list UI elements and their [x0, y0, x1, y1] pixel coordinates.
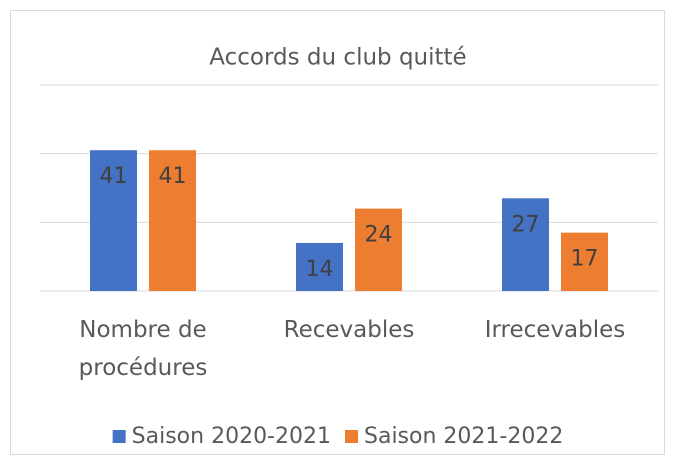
data-label: 14: [306, 257, 334, 282]
data-label: 27: [512, 212, 540, 237]
x-tick-label: Irrecevables: [484, 317, 626, 343]
data-label: 41: [100, 164, 128, 189]
data-label: 41: [159, 164, 187, 189]
bar: [502, 198, 549, 291]
legend-swatch: [112, 430, 126, 443]
bar: [296, 242, 343, 291]
legend-swatch: [345, 430, 358, 443]
data-label: 24: [365, 223, 393, 248]
bar: [90, 150, 137, 291]
bar: [149, 150, 196, 291]
legend-label: Saison 2021-2022: [364, 424, 563, 449]
x-tick-label: Nombre de procédures: [78, 317, 208, 381]
data-label: 17: [571, 247, 599, 272]
legend-label: Saison 2020-2021: [132, 424, 331, 449]
x-tick-label: Recevables: [283, 317, 415, 343]
chart-title: Accords du club quitté: [209, 45, 466, 71]
bar: [561, 232, 608, 291]
bar: [355, 208, 402, 291]
